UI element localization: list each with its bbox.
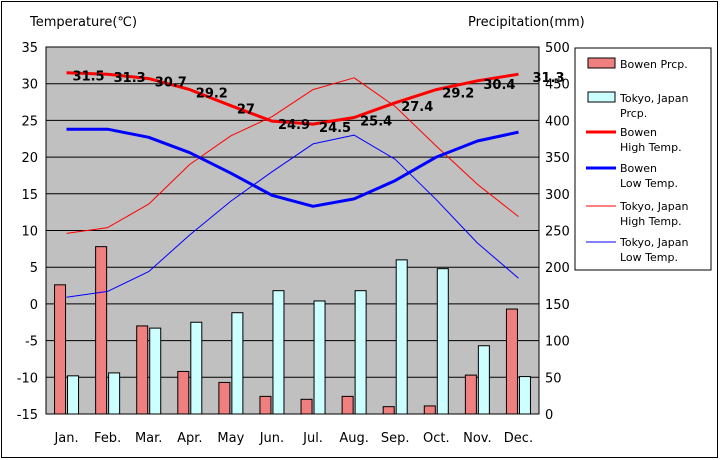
data-label: 24.9 xyxy=(278,118,310,133)
bar-bowen-prcp xyxy=(341,395,354,415)
bar-bowen-prcp xyxy=(259,395,272,415)
bar-tokyo-prcp xyxy=(149,327,162,415)
bar-bowen-prcp xyxy=(177,370,190,415)
legend-label: Low Temp. xyxy=(620,177,678,190)
x-tick-label: Nov. xyxy=(463,431,492,446)
right-tick-label: 350 xyxy=(545,151,570,166)
x-tick-label: Jan. xyxy=(53,431,78,446)
x-tick-label: Aug. xyxy=(339,431,369,446)
bar-bowen-prcp xyxy=(423,405,436,415)
data-label: 24.5 xyxy=(319,121,351,136)
right-tick-label: 200 xyxy=(545,261,570,276)
bar-tokyo-prcp xyxy=(67,375,80,415)
legend-label: Low Temp. xyxy=(620,251,678,264)
legend-swatch-bar xyxy=(587,57,616,69)
right-tick-label: 400 xyxy=(545,114,570,129)
right-tick-label: 150 xyxy=(545,298,570,313)
legend-box xyxy=(574,47,712,271)
right-tick-label: 300 xyxy=(545,188,570,203)
legend-swatch-bar xyxy=(587,91,616,103)
x-tick-label: Dec. xyxy=(504,431,533,446)
legend-label: Tokyo, Japan xyxy=(619,200,688,213)
legend-label: High Temp. xyxy=(620,215,682,228)
data-label: 31.5 xyxy=(73,70,105,85)
bar-bowen-prcp xyxy=(54,284,67,415)
bar-bowen-prcp xyxy=(300,398,313,415)
bar-tokyo-prcp xyxy=(354,290,367,415)
data-label: 27.4 xyxy=(401,100,433,115)
bar-tokyo-prcp xyxy=(272,290,285,415)
legend-label: Tokyo, Japan xyxy=(619,92,688,105)
bar-bowen-prcp xyxy=(382,406,395,415)
right-tick-label: 500 xyxy=(545,41,570,56)
legend-label: Tokyo, Japan xyxy=(619,236,688,249)
x-tick-label: Oct. xyxy=(423,431,450,446)
bar-tokyo-prcp xyxy=(518,376,531,415)
left-tick-label: 15 xyxy=(21,188,38,203)
left-tick-label: 30 xyxy=(21,78,38,93)
bar-bowen-prcp xyxy=(95,246,108,415)
data-label: 30.4 xyxy=(483,78,515,93)
data-label: 31.3 xyxy=(114,71,146,86)
bar-bowen-prcp xyxy=(136,325,149,415)
right-tick-label: 100 xyxy=(545,335,570,350)
x-tick-label: May xyxy=(217,431,244,446)
bar-tokyo-prcp xyxy=(108,372,121,415)
line-series-2 xyxy=(66,77,519,234)
bar-tokyo-prcp xyxy=(395,259,408,415)
bar-tokyo-prcp xyxy=(436,268,449,415)
x-tick-label: Feb. xyxy=(94,431,121,446)
left-tick-label: -5 xyxy=(25,335,38,350)
legend-label: Bowen Prcp. xyxy=(620,58,688,71)
right-tick-label: 0 xyxy=(545,408,553,423)
legend-label: High Temp. xyxy=(620,141,682,154)
data-label: 29.2 xyxy=(442,87,474,102)
x-tick-label: Jun. xyxy=(259,431,284,446)
left-tick-label: -10 xyxy=(17,371,38,386)
line-series-1 xyxy=(66,127,519,208)
line-series-3 xyxy=(66,134,519,298)
left-tick-label: 25 xyxy=(21,114,38,129)
x-tick-label: Sep. xyxy=(381,431,410,446)
bar-tokyo-prcp xyxy=(477,345,490,415)
left-tick-label: 0 xyxy=(30,298,38,313)
data-label: 31.3 xyxy=(532,71,564,86)
right-axis-title: Precipitation(mm) xyxy=(468,15,585,30)
bar-bowen-prcp xyxy=(218,381,231,415)
bar-tokyo-prcp xyxy=(313,300,326,415)
left-tick-label: -15 xyxy=(17,408,38,423)
right-tick-label: 250 xyxy=(545,225,570,240)
legend-label: Prcp. xyxy=(620,107,647,120)
x-tick-label: Apr. xyxy=(177,431,202,446)
bar-bowen-prcp xyxy=(505,308,518,415)
line-series-0 xyxy=(66,71,519,126)
data-label: 30.7 xyxy=(155,76,187,91)
x-tick-label: Mar. xyxy=(135,431,162,446)
legend: Bowen Prcp. Tokyo, Japan Prcp. Bowen High T… xyxy=(574,47,712,271)
bar-tokyo-prcp xyxy=(231,312,244,415)
legend-label: Bowen xyxy=(620,162,657,175)
left-tick-label: 20 xyxy=(21,151,38,166)
data-label: 25.4 xyxy=(360,114,392,129)
data-label: 27 xyxy=(237,103,255,118)
right-tick-label: 450 xyxy=(545,78,570,93)
left-tick-label: 10 xyxy=(21,225,38,240)
left-tick-label: 5 xyxy=(30,261,38,276)
x-tick-label: Jul. xyxy=(302,431,323,446)
left-tick-label: 35 xyxy=(21,41,38,56)
left-axis-title: Temperature(℃) xyxy=(29,15,137,30)
right-tick-label: 50 xyxy=(545,371,562,386)
bar-tokyo-prcp xyxy=(190,321,203,415)
legend-label: Bowen xyxy=(620,126,657,139)
data-label: 29.2 xyxy=(196,87,228,102)
plot-area: 35302520151050-5-10-15500450400350300250… xyxy=(17,41,570,446)
bar-bowen-prcp xyxy=(464,374,477,415)
